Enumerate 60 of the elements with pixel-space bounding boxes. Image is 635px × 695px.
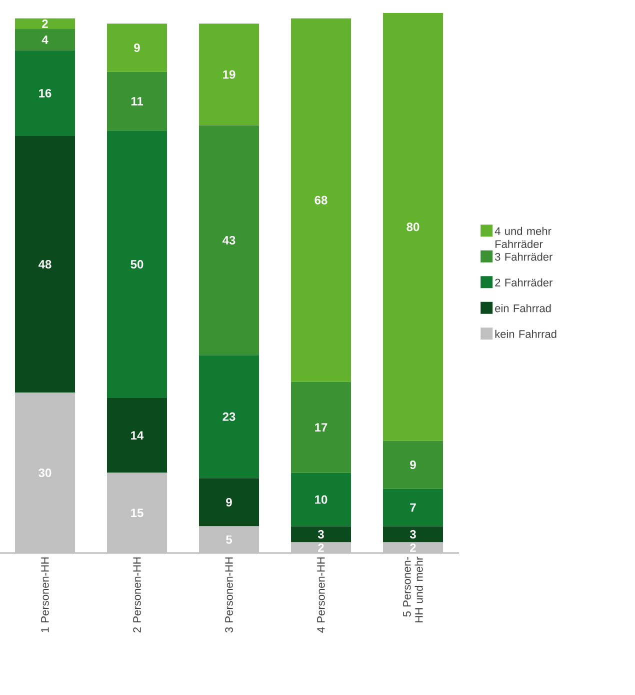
data-label: 30: [38, 468, 52, 478]
bar: [291, 382, 351, 473]
bar: [199, 355, 259, 478]
data-label: 14: [131, 431, 144, 440]
data-label: 9: [410, 460, 416, 470]
bar: [15, 392, 76, 553]
bar: [199, 526, 259, 553]
bar: [107, 24, 167, 72]
legend-label: kein Fahrrad: [495, 330, 556, 338]
bar: [291, 18, 351, 382]
bar: [199, 125, 259, 356]
data-label: 48: [38, 260, 52, 269]
x-tick-label: 1 Personen-HH: [41, 557, 49, 632]
legend-label: ein Fahrrad: [495, 304, 551, 312]
data-label: 11: [131, 97, 144, 106]
data-label: 50: [130, 260, 144, 269]
bar: [383, 542, 444, 553]
data-label: 2: [318, 543, 324, 552]
data-label: 16: [39, 88, 52, 98]
bar: [383, 488, 444, 526]
bar: [107, 72, 167, 131]
data-label: 3: [318, 530, 324, 539]
x-tick-label: 3 Personen-HH: [225, 557, 233, 633]
bar: [199, 24, 259, 126]
data-label: 7: [410, 503, 416, 512]
bar: [15, 136, 76, 393]
data-label: 15: [131, 508, 144, 518]
data-label: 17: [315, 423, 328, 432]
bar: [291, 472, 351, 526]
x-tick-label: 2 Personen-HH: [133, 557, 141, 632]
data-label: 9: [226, 498, 232, 506]
bar: [383, 12, 444, 441]
bar: [107, 472, 167, 553]
bar: [291, 542, 351, 553]
legend-label: 4 und mehr Fahrräder: [494, 226, 552, 248]
bar: [199, 478, 259, 526]
data-label: 80: [406, 222, 420, 232]
bar: [291, 526, 351, 542]
bar: [15, 29, 76, 50]
data-label: 9: [134, 44, 140, 52]
legend-label: 3 Fahrräder: [495, 252, 552, 261]
bar: [107, 398, 167, 473]
bar: [383, 440, 444, 489]
x-tick-label: 4 Personen-HH: [317, 557, 325, 633]
data-label: 43: [222, 236, 236, 244]
data-label: 68: [314, 196, 328, 204]
bar: [15, 50, 76, 136]
data-label: 4: [42, 36, 48, 44]
data-label: 5: [226, 535, 232, 544]
data-label: 19: [223, 70, 236, 79]
x-tick-label: 5 Personen-HH und mehr: [403, 556, 423, 622]
bar: [107, 130, 167, 398]
legend-label: 2 Fahrräder: [495, 278, 552, 286]
data-label: 10: [315, 495, 328, 504]
data-label: 3: [410, 530, 416, 539]
data-label: 2: [410, 543, 416, 552]
bar: [15, 18, 76, 30]
data-label: 2: [42, 20, 48, 28]
data-label: 23: [222, 412, 236, 421]
bar: [383, 526, 444, 542]
